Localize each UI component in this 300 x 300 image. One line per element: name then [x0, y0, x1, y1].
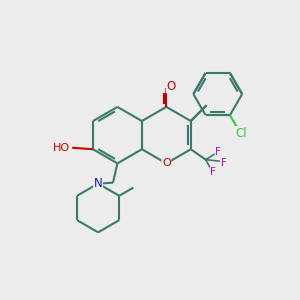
Text: F: F: [215, 147, 221, 157]
Text: N: N: [94, 177, 103, 190]
Text: HO: HO: [53, 143, 70, 153]
Text: F: F: [220, 158, 226, 168]
Text: O: O: [166, 80, 176, 93]
Text: Cl: Cl: [236, 127, 247, 140]
Text: F: F: [210, 167, 216, 177]
Text: O: O: [162, 158, 171, 168]
